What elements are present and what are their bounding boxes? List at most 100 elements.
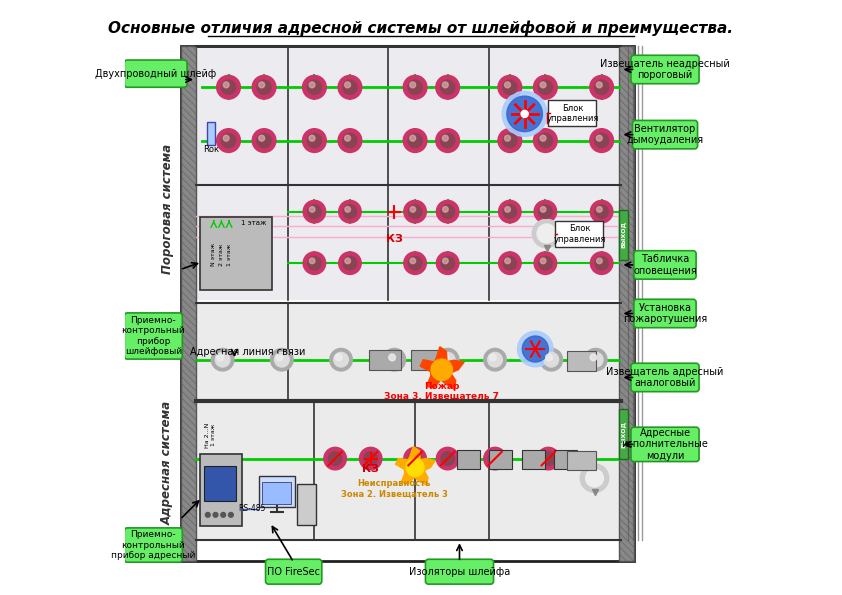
Bar xyxy=(196,46,620,185)
Circle shape xyxy=(307,80,322,95)
Circle shape xyxy=(595,256,609,270)
Circle shape xyxy=(436,76,460,99)
FancyBboxPatch shape xyxy=(548,101,596,126)
Circle shape xyxy=(594,133,609,148)
Text: Неисправность
Зона 2. Извещатель 3: Неисправность Зона 2. Извещатель 3 xyxy=(341,480,448,499)
Circle shape xyxy=(443,258,448,264)
Text: Табличка
оповещения: Табличка оповещения xyxy=(633,254,697,275)
Circle shape xyxy=(436,252,459,274)
Text: Rок: Rок xyxy=(203,145,219,154)
Bar xyxy=(620,46,634,561)
Circle shape xyxy=(441,205,455,218)
Circle shape xyxy=(504,258,510,264)
Circle shape xyxy=(302,76,326,99)
FancyBboxPatch shape xyxy=(556,221,604,247)
Circle shape xyxy=(221,80,236,95)
Circle shape xyxy=(590,252,613,274)
FancyBboxPatch shape xyxy=(262,482,291,504)
Circle shape xyxy=(503,256,517,270)
Circle shape xyxy=(408,256,422,270)
Circle shape xyxy=(589,352,603,367)
FancyBboxPatch shape xyxy=(296,484,316,525)
Circle shape xyxy=(589,76,614,99)
Circle shape xyxy=(539,205,552,218)
Circle shape xyxy=(436,201,459,223)
Circle shape xyxy=(403,76,427,99)
Circle shape xyxy=(344,82,350,88)
Circle shape xyxy=(223,82,229,88)
FancyBboxPatch shape xyxy=(634,250,696,279)
FancyBboxPatch shape xyxy=(489,450,512,469)
Text: Извещатель неадресный
пороговый: Извещатель неадресный пороговый xyxy=(600,59,730,80)
Text: Основные отличия адресной системы от шлейфовой и преимущества.: Основные отличия адресной системы от шле… xyxy=(109,20,733,36)
Circle shape xyxy=(216,352,230,367)
Circle shape xyxy=(211,349,234,371)
Circle shape xyxy=(498,76,522,99)
Circle shape xyxy=(410,82,416,88)
Circle shape xyxy=(503,133,517,148)
Text: Адресные
исполнительные
модули: Адресные исполнительные модули xyxy=(621,428,708,461)
Circle shape xyxy=(364,452,377,465)
Circle shape xyxy=(408,452,422,465)
Circle shape xyxy=(484,349,506,371)
Circle shape xyxy=(410,135,416,141)
Circle shape xyxy=(270,349,293,371)
Text: N этаж: N этаж xyxy=(211,243,216,267)
Text: Установка
пожаротушения: Установка пожаротушения xyxy=(623,303,707,324)
Circle shape xyxy=(324,447,346,470)
FancyBboxPatch shape xyxy=(125,60,187,87)
Circle shape xyxy=(440,133,455,148)
Text: Блок
управления: Блок управления xyxy=(546,104,599,123)
Circle shape xyxy=(590,354,597,361)
Circle shape xyxy=(436,447,459,470)
Circle shape xyxy=(330,349,352,371)
Text: Двухпроводный шлейф: Двухпроводный шлейф xyxy=(95,68,216,79)
Circle shape xyxy=(441,256,455,270)
Circle shape xyxy=(253,76,276,99)
Circle shape xyxy=(360,447,382,470)
Circle shape xyxy=(408,205,422,218)
FancyBboxPatch shape xyxy=(125,313,183,359)
Circle shape xyxy=(344,256,357,270)
Circle shape xyxy=(540,82,546,88)
FancyBboxPatch shape xyxy=(567,351,595,371)
Circle shape xyxy=(217,354,224,361)
Circle shape xyxy=(302,129,326,152)
Text: ВЫХОД: ВЫХОД xyxy=(621,421,626,448)
Circle shape xyxy=(504,82,510,88)
Circle shape xyxy=(253,129,276,152)
Circle shape xyxy=(345,258,350,264)
Circle shape xyxy=(522,336,548,362)
Circle shape xyxy=(538,80,552,95)
FancyBboxPatch shape xyxy=(411,350,443,369)
Circle shape xyxy=(541,452,555,465)
FancyBboxPatch shape xyxy=(522,450,545,469)
Text: Изоляторы шлейфа: Изоляторы шлейфа xyxy=(409,566,510,577)
Circle shape xyxy=(540,135,546,141)
Text: Вентилятор
дымоудаления: Вентилятор дымоудаления xyxy=(626,124,704,145)
Circle shape xyxy=(404,201,426,223)
Circle shape xyxy=(213,512,218,517)
Circle shape xyxy=(498,201,521,223)
Circle shape xyxy=(540,349,562,371)
Circle shape xyxy=(410,206,416,212)
Circle shape xyxy=(594,80,609,95)
FancyBboxPatch shape xyxy=(554,450,578,469)
Circle shape xyxy=(307,205,321,218)
Circle shape xyxy=(596,82,602,88)
Bar xyxy=(196,401,620,540)
Circle shape xyxy=(595,205,609,218)
Text: Пороговая система: Пороговая система xyxy=(161,143,174,274)
FancyBboxPatch shape xyxy=(634,299,696,328)
Circle shape xyxy=(387,352,402,367)
FancyBboxPatch shape xyxy=(567,452,595,471)
Circle shape xyxy=(441,452,455,465)
Circle shape xyxy=(403,129,427,152)
Circle shape xyxy=(216,76,240,99)
Circle shape xyxy=(274,352,289,367)
Circle shape xyxy=(205,512,210,517)
Circle shape xyxy=(489,354,496,361)
Circle shape xyxy=(333,352,349,367)
Circle shape xyxy=(408,80,422,95)
Circle shape xyxy=(521,110,528,117)
